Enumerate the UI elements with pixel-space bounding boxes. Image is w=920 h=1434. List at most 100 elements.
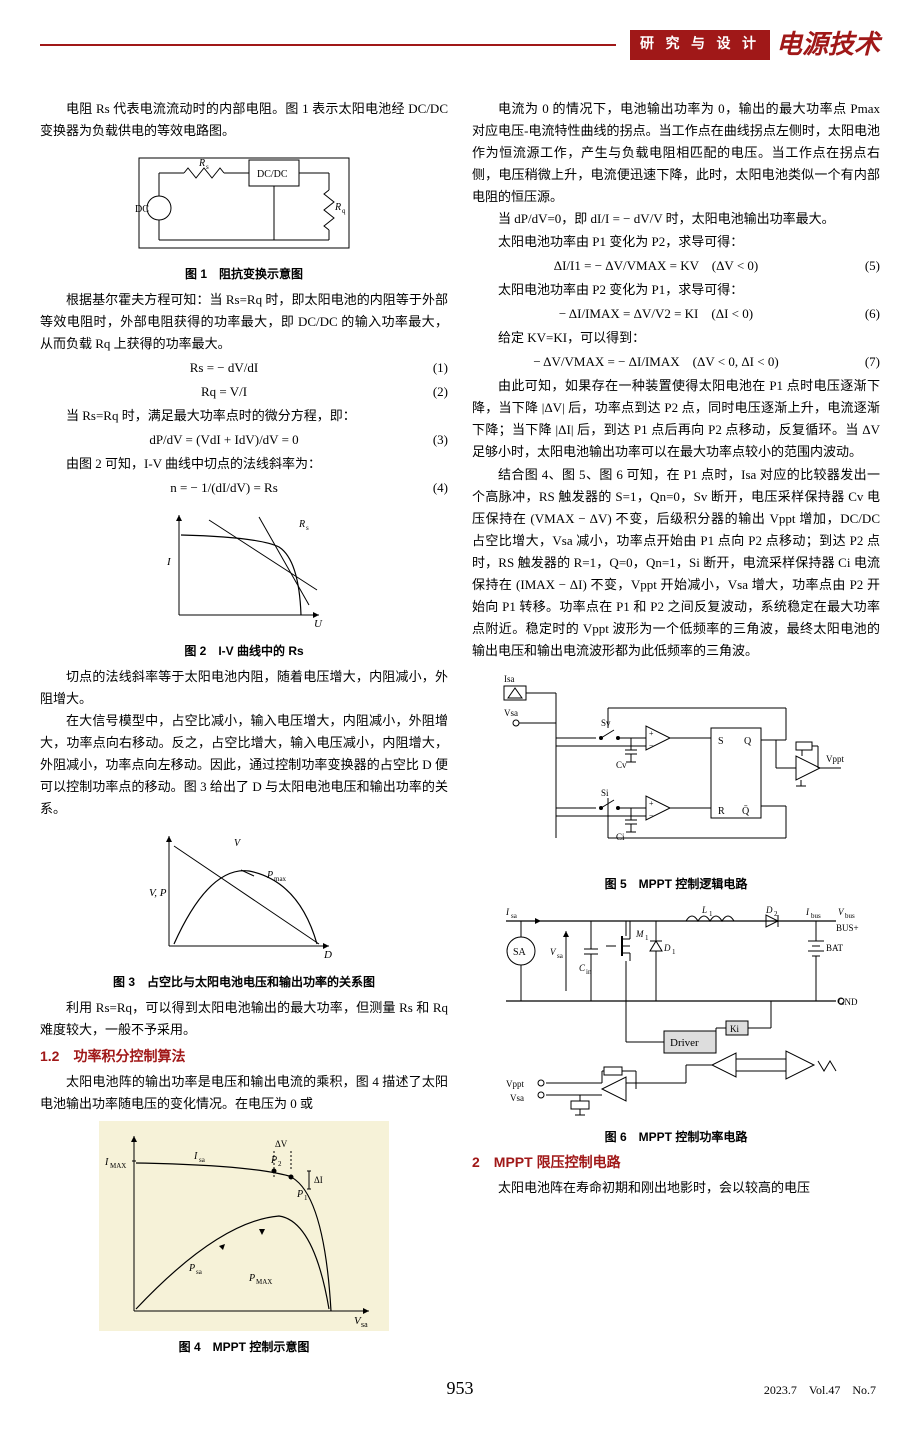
svg-text:bus: bus	[811, 912, 821, 920]
svg-text:Si: Si	[601, 788, 609, 798]
para: 太阳电池阵的输出功率是电压和输出电流的乘积，图 4 描述了太阳电池输出功率随电压…	[40, 1071, 448, 1115]
eq-num: (4)	[408, 477, 448, 499]
para: 给定 KV=KI，可以得到：	[472, 327, 880, 349]
eq-body: dP/dV = (VdI + IdV)/dV = 0	[40, 429, 408, 451]
figure-2: I U Rs	[40, 505, 448, 635]
svg-text:I: I	[805, 907, 810, 917]
eq-body: − ΔV/VMAX = − ΔI/IMAX (ΔV < 0, ΔI < 0)	[472, 351, 840, 373]
svg-text:+: +	[649, 799, 654, 808]
section-1-2: 1.2 功率积分控制算法	[40, 1045, 448, 1069]
fig4-caption: 图 4 MPPT 控制示意图	[40, 1337, 448, 1357]
svg-text:s: s	[306, 524, 309, 532]
svg-text:Q: Q	[744, 736, 752, 747]
svg-text:1: 1	[709, 910, 713, 918]
svg-text:R: R	[298, 519, 305, 530]
svg-text:V, P: V, P	[149, 887, 167, 899]
svg-text:DC/DC: DC/DC	[257, 169, 288, 180]
fig6-caption: 图 6 MPPT 控制功率电路	[472, 1127, 880, 1147]
fig4-svg: Vsa IMAX Isa Psa PMAX P1 P2	[99, 1121, 389, 1331]
svg-text:Ki: Ki	[730, 1024, 739, 1034]
para: 当 dP/dV=0，即 dI/I = − dV/V 时，太阳电池输出功率最大。	[472, 208, 880, 230]
eq-body: n = − 1/(dI/dV) = Rs	[40, 477, 408, 499]
figure-1: Rs DC/DC Rq DC	[40, 148, 448, 258]
svg-text:I: I	[505, 907, 510, 917]
eq-num: (5)	[840, 255, 880, 277]
right-column: 电流为 0 的情况下，电池输出功率为 0，输出的最大功率点 Pmax 对应电压-…	[472, 98, 880, 1361]
para: 在大信号模型中，占空比减小，输入电压增大，内阻减小，外阻增大，功率点向右移动。反…	[40, 710, 448, 820]
header-rule	[40, 44, 616, 46]
fig6-svg: Isa Ibus Vbus BUS+ SA Vsa	[486, 901, 866, 1121]
issue-info: 2023.7 Vol.47 No.7	[726, 1380, 876, 1400]
para: 太阳电池功率由 P1 变化为 P2，求导可得：	[472, 231, 880, 253]
svg-text:MAX: MAX	[256, 1278, 272, 1286]
eq-body: Rs = − dV/dI	[40, 357, 408, 379]
eq-body: Rq = V/I	[40, 381, 408, 403]
fig1-caption: 图 1 阻抗变换示意图	[40, 264, 448, 284]
svg-text:V: V	[838, 907, 845, 917]
svg-text:D: D	[765, 905, 773, 915]
left-column: 电阻 Rs 代表电流流动时的内部电阻。图 1 表示太阳电池经 DC/DC 变换器…	[40, 98, 448, 1361]
svg-text:Vsa: Vsa	[504, 708, 518, 718]
fig2-svg: I U Rs	[149, 505, 339, 635]
svg-text:sa: sa	[199, 1156, 206, 1164]
svg-text:Sv: Sv	[601, 718, 611, 728]
svg-text:U: U	[314, 618, 323, 630]
svg-text:Isa: Isa	[504, 674, 515, 684]
fig5-caption: 图 5 MPPT 控制逻辑电路	[472, 874, 880, 894]
para: 切点的法线斜率等于太阳电池内阻，随着电压增大，内阻减小，外阻增大。	[40, 666, 448, 710]
svg-text:L: L	[701, 905, 707, 915]
svg-text:in: in	[586, 968, 592, 976]
svg-text:I: I	[104, 1157, 109, 1168]
svg-text:−: −	[649, 811, 654, 820]
page-header: 研 究 与 设 计 电源技术	[40, 20, 880, 70]
svg-text:1: 1	[645, 934, 649, 942]
page: 研 究 与 设 计 电源技术 电阻 Rs 代表电流流动时的内部电阻。图 1 表示…	[0, 0, 920, 1434]
svg-text:V: V	[234, 838, 242, 849]
svg-text:P: P	[296, 1189, 303, 1200]
svg-text:sa: sa	[361, 1320, 368, 1329]
section-2: 2 MPPT 限压控制电路	[472, 1151, 880, 1175]
para: 利用 Rs=Rq，可以得到太阳电池输出的最大功率，但测量 Rs 和 Rq 难度较…	[40, 997, 448, 1041]
svg-text:Ci: Ci	[616, 832, 625, 842]
eq-num: (7)	[840, 351, 880, 373]
svg-text:Vppt: Vppt	[826, 754, 844, 764]
fig5-svg: Isa Vsa Sv	[496, 668, 856, 868]
fig1-svg: Rs DC/DC Rq DC	[129, 148, 359, 258]
svg-text:P: P	[266, 870, 273, 881]
svg-text:DC: DC	[135, 204, 149, 215]
svg-text:Vppt: Vppt	[506, 1079, 524, 1089]
svg-text:P: P	[188, 1263, 195, 1274]
svg-text:s: s	[206, 163, 209, 171]
svg-text:−: −	[649, 741, 654, 750]
figure-5: Isa Vsa Sv	[472, 668, 880, 868]
svg-text:R: R	[718, 806, 725, 817]
svg-text:sa: sa	[196, 1268, 203, 1276]
figure-3: V, P D V Pmax	[40, 826, 448, 966]
svg-text:Cv: Cv	[616, 760, 627, 770]
svg-text:sa: sa	[511, 912, 518, 920]
para: 太阳电池功率由 P2 变化为 P1，求导可得：	[472, 279, 880, 301]
svg-text:1: 1	[304, 1194, 308, 1202]
equation-4: n = − 1/(dI/dV) = Rs (4)	[40, 477, 448, 499]
svg-text:sa: sa	[557, 952, 564, 960]
svg-text:Driver: Driver	[670, 1037, 699, 1049]
svg-text:C: C	[579, 963, 586, 973]
para: 太阳电池阵在寿命初期和刚出地影时，会以较高的电压	[472, 1177, 880, 1199]
svg-text:MAX: MAX	[110, 1162, 126, 1170]
para: 根据基尔霍夫方程可知：当 Rs=Rq 时，即太阳电池的内阻等于外部等效电阻时，外…	[40, 289, 448, 355]
eq-num: (6)	[840, 303, 880, 325]
para: 当 Rs=Rq 时，满足最大功率点时的微分方程，即：	[40, 405, 448, 427]
eq-body: ΔI/I1 = − ΔV/VMAX = KV (ΔV < 0)	[472, 255, 840, 277]
fig3-svg: V, P D V Pmax	[139, 826, 349, 966]
para: 电流为 0 的情况下，电池输出功率为 0，输出的最大功率点 Pmax 对应电压-…	[472, 98, 880, 208]
svg-text:bus: bus	[845, 912, 855, 920]
svg-text:I: I	[193, 1151, 198, 1162]
equation-3: dP/dV = (VdI + IdV)/dV = 0 (3)	[40, 429, 448, 451]
svg-text:max: max	[274, 875, 287, 883]
svg-text:+: +	[649, 729, 654, 738]
svg-text:S: S	[718, 736, 724, 747]
svg-text:I: I	[166, 556, 172, 568]
svg-text:R: R	[198, 158, 205, 169]
page-footer: 953 2023.7 Vol.47 No.7	[40, 1373, 880, 1404]
para: 由图 2 可知，I-V 曲线中切点的法线斜率为：	[40, 453, 448, 475]
